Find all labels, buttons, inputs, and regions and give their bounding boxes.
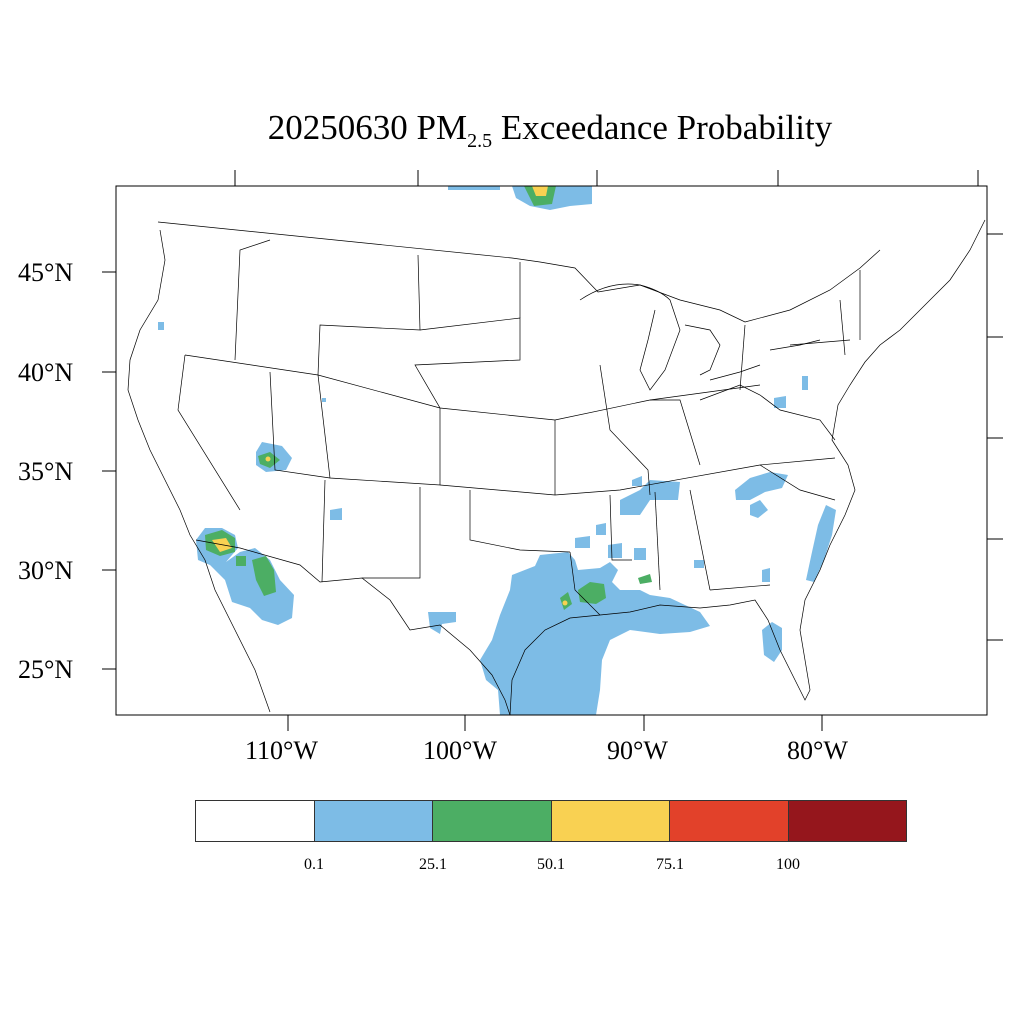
lat-label-45: 45°N (18, 258, 74, 287)
probability-shading (158, 186, 836, 715)
map-title: 20250630 PM2.5 Exceedance Probability (267, 108, 833, 152)
legend-box-3 (551, 801, 670, 841)
lat-label-40: 40°N (18, 358, 74, 387)
legend-tick: 50.1 (537, 856, 565, 873)
lon-label-80w: 80°W (787, 736, 848, 765)
legend-tick: 100 (776, 856, 800, 873)
lat-label-30: 30°N (18, 556, 74, 585)
legend-tick: 75.1 (656, 856, 684, 873)
lat-label-35: 35°N (18, 457, 74, 486)
legend-tick: 25.1 (419, 856, 447, 873)
boundaries (127, 219, 986, 715)
lon-label-100w: 100°W (423, 736, 497, 765)
legend-tick: 0.1 (304, 856, 324, 873)
legend-box-2 (433, 801, 552, 841)
color-legend (195, 800, 907, 842)
legend-box-4 (670, 801, 789, 841)
lon-label-90w: 90°W (607, 736, 668, 765)
legend-box-1 (314, 801, 433, 841)
lat-label-25: 25°N (18, 655, 74, 684)
lon-label-110w: 110°W (245, 736, 318, 765)
legend-box-0 (196, 801, 315, 841)
legend-box-5 (788, 801, 906, 841)
